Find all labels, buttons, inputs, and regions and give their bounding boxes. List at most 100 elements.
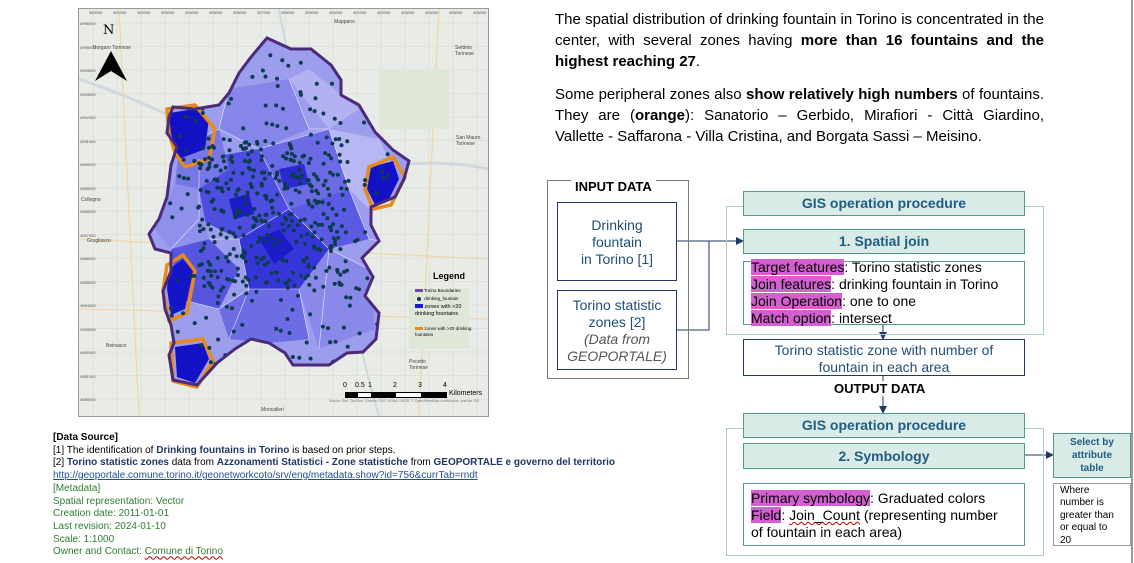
- note-line: number is: [1060, 497, 1124, 509]
- fountain-point: [362, 120, 366, 125]
- scale-bar: 0 0.5 1 2 3 4 Kilometers: [343, 382, 485, 402]
- fountain-point: [201, 246, 206, 251]
- fountain-point: [335, 269, 340, 274]
- fountain-point: [336, 235, 341, 240]
- top-tick-label: 405000: [449, 10, 463, 15]
- fountain-point: [259, 218, 264, 223]
- fountain-point: [355, 237, 360, 242]
- fountain-point: [242, 140, 247, 145]
- fountain-point: [278, 328, 283, 333]
- top-tick-label: 399000: [305, 10, 319, 15]
- fountain-point: [287, 331, 292, 335]
- fountain-point: [262, 262, 267, 267]
- fountain-point: [274, 103, 279, 108]
- place-borgaro: Borgaro Torinese: [93, 45, 131, 51]
- fountain-point: [192, 321, 197, 326]
- fountain-point: [298, 60, 303, 65]
- fountain-point: [260, 68, 265, 73]
- fountain-point: [249, 149, 254, 154]
- fountain-point: [170, 215, 175, 220]
- fountain-point: [284, 217, 289, 222]
- fountain-point: [250, 74, 255, 79]
- fountain-point: [342, 207, 346, 212]
- fountain-point: [208, 262, 213, 267]
- fountain-point: [277, 238, 282, 243]
- fountain-point: [363, 230, 368, 235]
- fountain-point: [264, 196, 269, 201]
- fountain-point: [206, 260, 211, 264]
- fountain-point: [342, 179, 347, 184]
- fountain-point: [347, 303, 352, 308]
- fountain-point: [206, 280, 211, 285]
- fountain-point: [235, 188, 240, 193]
- fountain-point: [327, 193, 332, 197]
- fountain-point: [319, 237, 324, 242]
- fountain-point: [229, 154, 234, 159]
- fountain-point: [344, 295, 349, 300]
- fountain-point: [297, 160, 302, 165]
- fountain-point: [205, 167, 210, 172]
- legend-item-boundary: Torino Boundaries: [415, 288, 460, 294]
- fountain-point: [309, 184, 314, 189]
- fountain-point: [235, 266, 240, 271]
- source-text: [1] The identification of: [53, 444, 157, 456]
- procedure2-header: GIS operation procedure: [743, 413, 1025, 438]
- fountain-point: [169, 313, 174, 318]
- fountain-point: [192, 159, 197, 163]
- left-tick-label: 4983000: [80, 326, 96, 332]
- fountain-point: [240, 279, 245, 284]
- fountain-point: [252, 168, 256, 173]
- fountain-point: [381, 176, 386, 181]
- fountain-point: [216, 337, 221, 342]
- fountain-point: [264, 121, 269, 126]
- fountain-point: [307, 201, 311, 206]
- fountain-point: [199, 343, 204, 348]
- fountain-point: [169, 306, 173, 311]
- metadata-owner-name: Comune di Torino: [144, 546, 223, 558]
- fountain-point: [255, 260, 260, 265]
- note-line: Where: [1060, 485, 1090, 496]
- fountain-point: [220, 189, 225, 194]
- fountain-point: [306, 198, 311, 203]
- metadata-line: Spatial representation: Vector: [53, 495, 185, 507]
- fountain-point: [208, 360, 213, 365]
- detail-value: : Torino statistic zones: [844, 259, 982, 275]
- note-line: 20: [1060, 534, 1072, 546]
- fountain-point: [287, 224, 291, 229]
- fountain-point: [293, 188, 298, 193]
- fountain-point: [224, 255, 229, 259]
- fountain-point: [224, 304, 229, 309]
- step-spatial-join: 1. Spatial join: [743, 229, 1025, 254]
- legend-title: Legend: [433, 271, 466, 281]
- fountain-point: [201, 275, 206, 280]
- fountain-point: [354, 286, 359, 291]
- fountain-point: [263, 219, 268, 224]
- top-tick-label: 392000: [137, 10, 151, 15]
- scale-label: 0.5: [355, 382, 365, 389]
- fountain-point: [281, 106, 285, 111]
- fountain-point: [227, 230, 232, 234]
- fountain-point: [215, 275, 220, 280]
- legend-swatch: [415, 289, 423, 293]
- fountain-point: [203, 157, 207, 162]
- metadata-owner: Owner and Contact: Comune di Torino: [53, 546, 593, 559]
- fountain-point: [380, 169, 384, 174]
- fountain-point: [282, 186, 287, 191]
- fountain-point: [298, 90, 303, 95]
- scale-graphic: [345, 392, 447, 398]
- fountain-point: [221, 154, 226, 159]
- fountain-point: [312, 198, 317, 203]
- fountain-point: [197, 223, 202, 228]
- fountain-point: [313, 96, 318, 101]
- fountain-point: [345, 139, 350, 144]
- fountain-point: [248, 167, 253, 172]
- source-url-link[interactable]: http://geoportale.comune.torino.it/geone…: [53, 470, 478, 482]
- fountain-point: [231, 246, 236, 251]
- fountain-point: [290, 355, 295, 359]
- fountain-point: [263, 238, 268, 243]
- top-tick-label: 391000: [113, 10, 127, 15]
- fountain-point: [241, 251, 246, 256]
- fountain-point: [185, 192, 190, 197]
- fountain-point: [326, 201, 331, 206]
- scale-label: 2: [393, 382, 397, 389]
